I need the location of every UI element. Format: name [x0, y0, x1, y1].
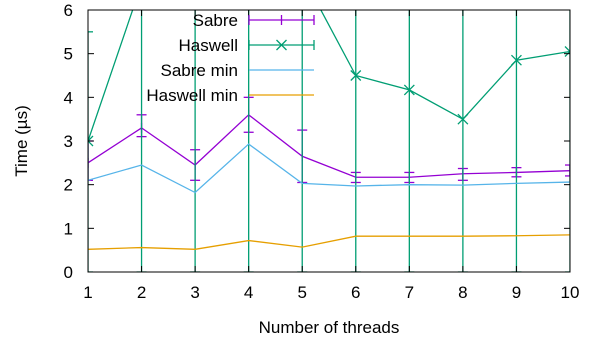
series-haswell [88, 10, 570, 272]
data-point [403, 84, 415, 96]
legend-label-haswell-min: Haswell min [146, 86, 238, 105]
series-line-sabre [88, 113, 570, 178]
x-tick-label: 8 [458, 283, 467, 302]
data-point [564, 46, 570, 57]
series-sabre-min [88, 143, 570, 194]
data-point [457, 113, 469, 125]
legend-label-sabre: Sabre [193, 11, 238, 30]
legend-label-haswell: Haswell [178, 36, 238, 55]
x-tick-label: 3 [190, 283, 199, 302]
x-axis: 1 2 3 4 5 6 7 8 9 10 [83, 10, 579, 302]
x-tick-label: 2 [137, 283, 146, 302]
y-tick-label: 3 [64, 132, 73, 151]
legend: Sabre Haswell Sabre min Haswell min [146, 11, 315, 105]
y-tick-label: 1 [64, 219, 73, 238]
data-point [510, 54, 522, 66]
series-haswell-min [88, 234, 570, 250]
x-tick-label: 4 [244, 283, 253, 302]
x-tick-label: 6 [351, 283, 360, 302]
y-axis: 0 1 2 3 4 5 6 [64, 1, 570, 282]
legend-marker [276, 39, 287, 51]
plot-frame [87, 9, 571, 273]
plot-area [88, 10, 570, 272]
x-axis-title: Number of threads [259, 318, 400, 337]
y-axis-title: Time (µs) [12, 105, 31, 177]
x-tick-label: 10 [561, 283, 580, 302]
y-tick-label: 6 [64, 1, 73, 20]
y-tick-label: 5 [64, 45, 73, 64]
x-tick-label: 1 [83, 283, 92, 302]
x-tick-label: 9 [512, 283, 521, 302]
y-tick-label: 0 [64, 263, 73, 282]
x-tick-label: 5 [297, 283, 306, 302]
data-point [350, 70, 362, 81]
x-tick-label: 7 [405, 283, 414, 302]
legend-label-sabre-min: Sabre min [161, 61, 238, 80]
y-tick-label: 4 [64, 88, 73, 107]
series-sabre [88, 96, 570, 184]
series-line-haswell [88, 10, 570, 142]
data-point [88, 135, 94, 147]
series-line-sabre-min [88, 143, 570, 194]
y-tick-label: 2 [64, 176, 73, 195]
series-line-haswell-min [88, 234, 570, 250]
